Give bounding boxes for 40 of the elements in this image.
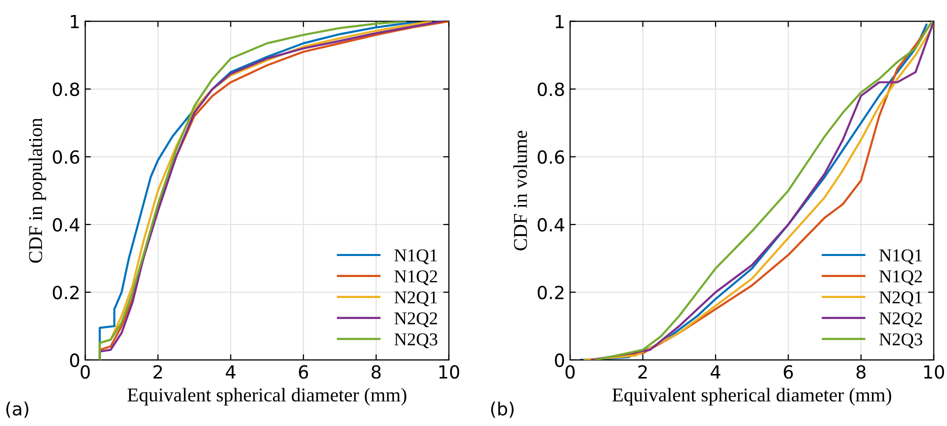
legend-label: N1Q2: [879, 270, 922, 286]
y-tick-label: 0.2: [52, 286, 79, 300]
x-tick-label: 10: [924, 365, 944, 379]
x-tick-label: 6: [784, 365, 793, 379]
legend-label: N1Q1: [394, 249, 437, 264]
x-tick-label: 2: [154, 365, 162, 379]
x-axis-title: Equivalent spherical diameter (mm): [612, 388, 892, 406]
legend-label: N2Q2: [879, 312, 922, 328]
legend-label: N2Q1: [879, 291, 922, 306]
legend-label: N2Q3: [879, 333, 922, 348]
x-tick-label: 10: [439, 365, 460, 379]
y-tick-label: 0.4: [52, 218, 80, 232]
y-tick-label: 0: [70, 353, 80, 368]
y-tick-label: 0.8: [538, 82, 564, 96]
y-axis-title: CDF in population: [28, 118, 46, 263]
x-axis-title: Equivalent spherical diameter (mm): [128, 388, 406, 406]
y-tick-label: 1: [556, 14, 564, 28]
text: (a): [6, 402, 28, 418]
y-tick-label: 0.6: [538, 150, 564, 164]
y-tick-label: 0.4: [538, 218, 564, 232]
y-tick-label: 0.6: [52, 150, 80, 164]
legend-label: N1Q1: [879, 249, 922, 264]
legend-label: N2Q2: [394, 312, 438, 328]
text: (b): [491, 402, 514, 418]
y-tick-label: 0.8: [52, 82, 80, 96]
legend-label: N1Q2: [394, 270, 438, 286]
y-tick-label: 0.2: [538, 286, 564, 300]
x-tick-label: 0: [80, 365, 90, 379]
x-tick-label: 4: [710, 365, 720, 379]
legend-label: N2Q1: [394, 291, 437, 306]
x-tick-label: 6: [298, 365, 308, 379]
y-axis-title: CDF in volume: [513, 130, 528, 250]
x-tick-label: 4: [226, 365, 236, 379]
x-tick-label: 0: [566, 365, 575, 379]
x-tick-label: 8: [372, 365, 381, 379]
y-tick-label: 0: [554, 353, 564, 368]
legend-label: N2Q3: [394, 333, 438, 348]
y-tick-label: 1: [70, 14, 79, 28]
x-tick-label: 8: [856, 365, 866, 379]
x-tick-label: 2: [638, 365, 647, 379]
